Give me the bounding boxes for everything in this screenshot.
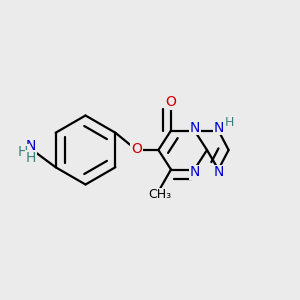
Text: N: N bbox=[190, 121, 200, 134]
Text: H: H bbox=[17, 145, 28, 158]
Text: CH₃: CH₃ bbox=[148, 188, 172, 202]
Text: N: N bbox=[214, 121, 224, 134]
Text: O: O bbox=[166, 95, 176, 109]
Text: H: H bbox=[26, 151, 36, 164]
Text: N: N bbox=[26, 140, 36, 153]
Text: O: O bbox=[131, 142, 142, 156]
Text: N: N bbox=[214, 166, 224, 179]
Text: N: N bbox=[190, 166, 200, 179]
Text: H: H bbox=[224, 116, 234, 129]
